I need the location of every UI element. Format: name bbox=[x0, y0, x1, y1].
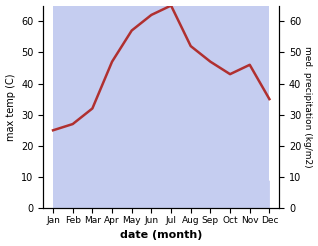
Y-axis label: max temp (C): max temp (C) bbox=[5, 73, 16, 141]
Y-axis label: med. precipitation (kg/m2): med. precipitation (kg/m2) bbox=[303, 46, 313, 168]
X-axis label: date (month): date (month) bbox=[120, 231, 203, 240]
